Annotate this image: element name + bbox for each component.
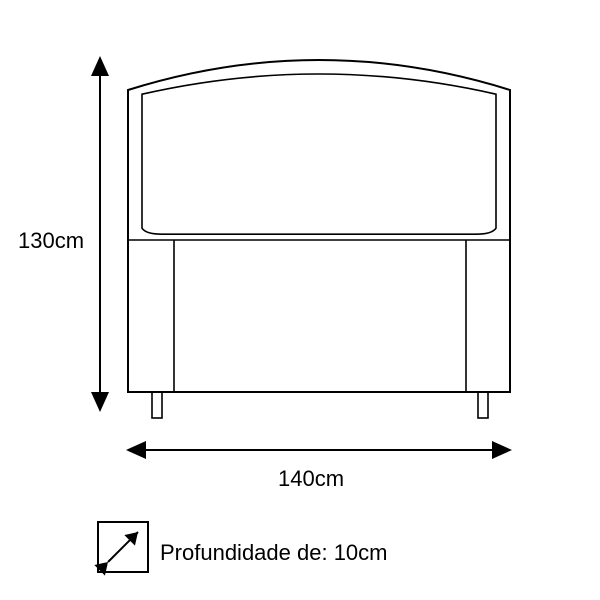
arrowhead-left-icon [126,441,146,459]
arrowhead-down-icon [91,392,109,412]
depth-arrowhead-icon [94,562,108,576]
height-label: 130cm [18,228,84,253]
arrowhead-right-icon [492,441,512,459]
depth-label: Profundidade de: 10cm [160,540,388,565]
leg-left [152,392,162,418]
width-label: 140cm [278,466,344,491]
dimension-diagram: 130cm 140cm Profundidade de: 10cm [0,0,600,600]
headboard-cushion [142,74,496,234]
headboard-outline [128,60,510,392]
arrowhead-up-icon [91,56,109,76]
leg-right [478,392,488,418]
